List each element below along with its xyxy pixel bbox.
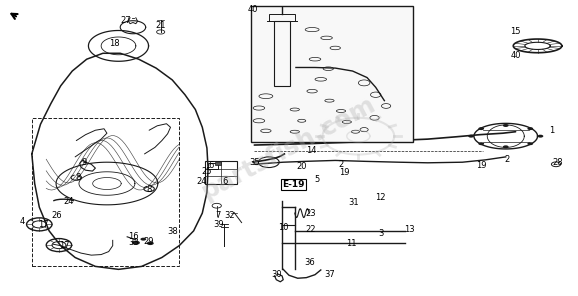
Text: 4: 4 xyxy=(19,217,25,226)
Text: 24: 24 xyxy=(63,197,73,206)
Text: 38: 38 xyxy=(167,227,177,236)
Text: 6: 6 xyxy=(223,177,228,186)
Text: 26: 26 xyxy=(51,211,62,220)
Text: 7: 7 xyxy=(216,211,221,220)
Circle shape xyxy=(140,238,146,241)
Text: 13: 13 xyxy=(404,225,414,234)
Text: 39: 39 xyxy=(213,220,224,229)
Text: 21: 21 xyxy=(155,21,166,30)
Text: 31: 31 xyxy=(349,198,359,207)
Bar xyxy=(208,163,218,169)
Text: 30: 30 xyxy=(271,270,281,279)
Text: 12: 12 xyxy=(375,193,386,202)
Text: 36: 36 xyxy=(304,258,314,267)
Text: 32: 32 xyxy=(225,211,235,220)
Text: 14: 14 xyxy=(306,147,316,155)
Text: 8: 8 xyxy=(75,173,81,182)
Text: 25: 25 xyxy=(202,167,212,176)
Text: 29: 29 xyxy=(144,237,154,246)
Text: 17: 17 xyxy=(38,221,49,229)
Text: 16: 16 xyxy=(128,232,138,241)
Circle shape xyxy=(132,241,140,245)
Text: 22: 22 xyxy=(306,225,316,234)
Text: 28: 28 xyxy=(553,158,563,167)
Bar xyxy=(215,162,221,165)
Bar xyxy=(205,161,237,184)
Text: 6: 6 xyxy=(208,161,214,170)
Text: 2: 2 xyxy=(505,155,510,164)
Text: 33: 33 xyxy=(129,238,139,247)
Text: 9: 9 xyxy=(81,158,87,167)
Circle shape xyxy=(503,124,509,127)
Text: 27: 27 xyxy=(121,16,131,25)
Text: partsfish.com: partsfish.com xyxy=(198,92,380,204)
Text: 23: 23 xyxy=(306,209,316,218)
Text: 1: 1 xyxy=(549,126,555,135)
Bar xyxy=(269,14,295,21)
Circle shape xyxy=(527,142,533,145)
Text: 24: 24 xyxy=(196,177,206,186)
Text: 15: 15 xyxy=(510,27,521,36)
Text: 11: 11 xyxy=(346,239,357,248)
Text: 40: 40 xyxy=(248,5,258,14)
Circle shape xyxy=(538,135,543,138)
Circle shape xyxy=(479,127,484,130)
Text: 35: 35 xyxy=(249,158,260,167)
Circle shape xyxy=(479,142,484,145)
Bar xyxy=(251,6,413,142)
Text: 17: 17 xyxy=(60,241,70,250)
Text: 5: 5 xyxy=(314,175,320,184)
Text: 2: 2 xyxy=(338,160,344,169)
Text: E-19: E-19 xyxy=(283,180,305,189)
Text: 40: 40 xyxy=(510,51,521,60)
Text: 8: 8 xyxy=(146,185,152,194)
Circle shape xyxy=(468,135,474,138)
Text: 37: 37 xyxy=(324,270,335,279)
Circle shape xyxy=(503,145,509,148)
Text: 19: 19 xyxy=(476,161,486,170)
Text: 19: 19 xyxy=(339,168,349,177)
Bar xyxy=(274,21,290,86)
Text: 3: 3 xyxy=(379,229,384,238)
Text: 20: 20 xyxy=(297,162,307,171)
Circle shape xyxy=(147,242,154,245)
Text: 10: 10 xyxy=(278,223,288,232)
Text: 18: 18 xyxy=(109,39,120,48)
Bar xyxy=(32,118,179,266)
Circle shape xyxy=(527,127,533,130)
